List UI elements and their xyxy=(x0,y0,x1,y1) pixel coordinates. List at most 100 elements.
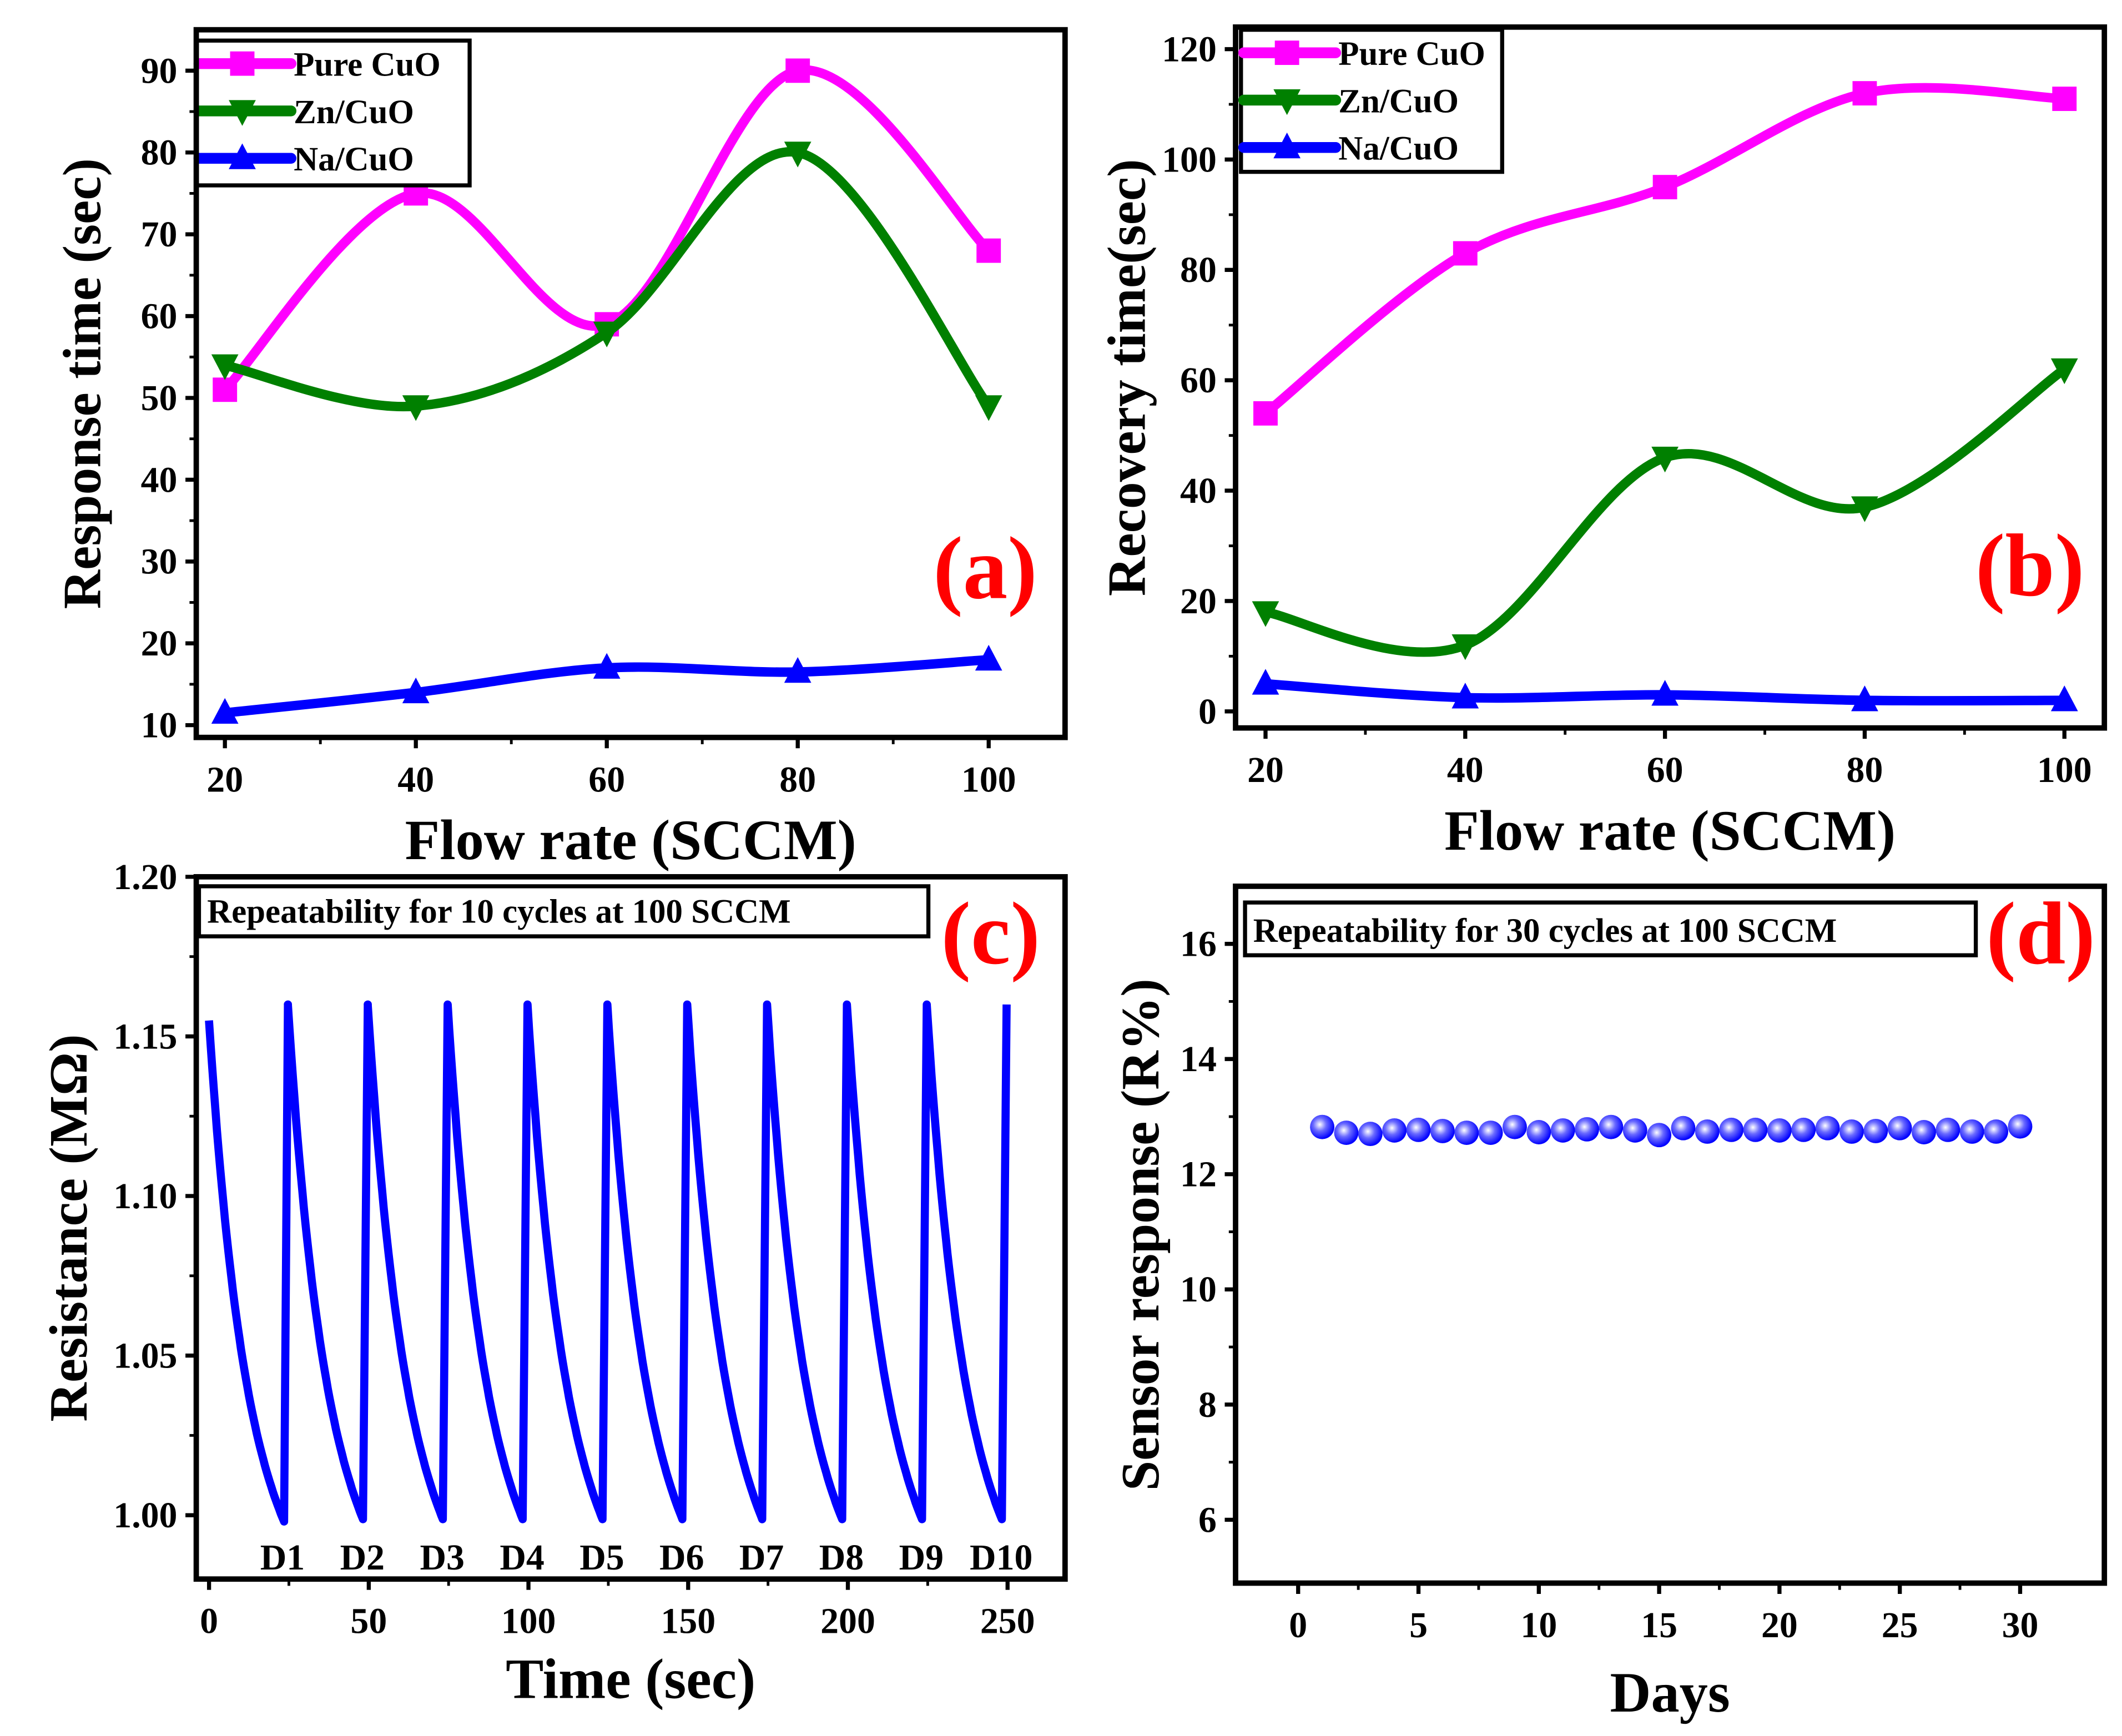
y-tick-label: 10 xyxy=(1180,1269,1217,1310)
series-zn-cuo xyxy=(1252,358,2078,660)
legend-label: Zn/CuO xyxy=(294,94,414,131)
panel-label: (a) xyxy=(933,519,1037,618)
y-tick-label: 80 xyxy=(1180,250,1217,290)
square-marker xyxy=(976,238,1001,263)
x-tick-label: 150 xyxy=(661,1601,715,1642)
triangle-down-marker xyxy=(229,100,256,126)
data-point xyxy=(1887,1116,1912,1140)
y-tick-label: 120 xyxy=(1162,29,1217,69)
series-sensor-response xyxy=(1310,1114,2033,1148)
data-point xyxy=(1959,1119,1984,1144)
x-tick-label: 40 xyxy=(397,759,434,800)
triangle-up-marker xyxy=(1451,683,1479,709)
data-point xyxy=(1526,1120,1551,1144)
x-tick-label: 100 xyxy=(2037,750,2092,790)
cycle-label: D7 xyxy=(739,1537,784,1578)
square-marker xyxy=(230,51,255,76)
triangle-down-marker xyxy=(1651,446,1679,473)
axes-frame xyxy=(1233,24,2108,731)
data-point xyxy=(1575,1117,1599,1142)
y-tick-label: 70 xyxy=(141,214,178,255)
y-tick-label: 40 xyxy=(1180,471,1217,511)
data-point xyxy=(1863,1118,1888,1143)
x-tick-label: 20 xyxy=(1247,750,1284,790)
data-point xyxy=(1358,1122,1383,1147)
data-point xyxy=(1719,1117,1744,1142)
series-na-cuo xyxy=(1252,669,2078,711)
data-point xyxy=(1935,1117,1960,1142)
triangle-down-marker xyxy=(1252,601,1279,627)
triangle-up-marker xyxy=(1851,685,1878,711)
data-point xyxy=(1839,1119,1864,1144)
annotation-box xyxy=(196,884,931,938)
data-point xyxy=(1406,1117,1431,1142)
x-tick-label: 40 xyxy=(1447,750,1484,790)
x-tick-label: 100 xyxy=(501,1601,556,1642)
triangle-up-marker xyxy=(402,677,430,704)
triangle-down-marker xyxy=(593,321,621,347)
square-marker xyxy=(1253,401,1278,426)
data-point xyxy=(1912,1120,1936,1144)
y-tick-label: 6 xyxy=(1198,1500,1217,1540)
annotation-box xyxy=(1243,900,1978,957)
square-marker xyxy=(1274,41,1299,65)
x-axis-title: Flow rate (SCCM) xyxy=(405,809,856,872)
legend: Pure CuO Zn/CuO Na/CuO xyxy=(1238,27,1504,174)
axes-frame xyxy=(193,27,1068,740)
y-tick-label: 50 xyxy=(141,378,178,418)
triangle-down-marker xyxy=(1273,89,1301,115)
annotation-text: Repeatability for 10 cycles at 100 SCCM xyxy=(207,894,791,931)
triangle-up-marker xyxy=(975,644,1002,671)
triangle-down-marker xyxy=(211,354,239,380)
series-pure-cuo xyxy=(1253,81,2077,426)
panel-label: (d) xyxy=(1986,884,2095,983)
square-marker xyxy=(1652,175,1677,200)
x-tick-label: 60 xyxy=(1647,750,1684,790)
series-na-cuo xyxy=(211,644,1002,724)
square-marker xyxy=(213,377,238,402)
x-tick-label: 80 xyxy=(779,759,816,800)
cycle-label: D1 xyxy=(260,1537,305,1578)
triangle-up-marker xyxy=(1252,669,1279,695)
panel-c-resistance-repeatability: 0 50 100 150 200 250 1.00 1.05 1.10 1.15 1.20 Time … xyxy=(39,857,1068,1711)
y-tick-label: 10 xyxy=(141,705,178,746)
data-point xyxy=(1791,1117,1816,1142)
triangle-down-marker xyxy=(975,395,1002,421)
y-tick-label: 16 xyxy=(1180,924,1217,965)
cycle-label: D4 xyxy=(500,1537,544,1578)
data-point xyxy=(1454,1121,1479,1145)
y-tick-label: 1.15 xyxy=(113,1016,177,1057)
series-resistance xyxy=(205,1000,1011,1526)
square-marker xyxy=(1852,81,1877,106)
y-axis-title: Resistance (MΩ) xyxy=(39,1034,99,1421)
y-axis-title: Recovery time(sec) xyxy=(1097,159,1157,596)
panel-b-recovery-time: 20 40 60 80 100 0 20 40 60 80 100 120 Flow rate (SCC… xyxy=(1097,24,2108,862)
y-tick-label: 100 xyxy=(1162,139,1217,180)
data-point xyxy=(1695,1119,1720,1144)
series-zn-cuo xyxy=(211,142,1002,421)
x-tick-label: 25 xyxy=(1882,1605,1918,1646)
square-marker xyxy=(1453,241,1478,266)
x-tick-label: 60 xyxy=(588,759,625,800)
y-tick-label: 1.00 xyxy=(113,1495,177,1536)
data-point xyxy=(1815,1116,1840,1140)
panel-label: (b) xyxy=(1975,516,2085,615)
y-tick-label: 60 xyxy=(1180,360,1217,401)
y-tick-label: 40 xyxy=(141,460,178,500)
x-tick-label: 15 xyxy=(1641,1605,1677,1646)
x-tick-label: 50 xyxy=(350,1601,387,1642)
axes-frame xyxy=(1233,884,2108,1586)
y-tick-label: 0 xyxy=(1198,692,1217,732)
y-tick-label: 8 xyxy=(1198,1385,1217,1425)
y-axis-title: Sensor response (R%) xyxy=(1111,978,1171,1491)
x-axis-title: Time (sec) xyxy=(506,1648,755,1711)
cycle-label: D3 xyxy=(420,1537,464,1578)
square-marker xyxy=(785,58,810,83)
data-point xyxy=(1478,1121,1503,1145)
cycle-label: D10 xyxy=(970,1537,1032,1578)
cycle-label: D8 xyxy=(819,1537,864,1578)
data-point xyxy=(1767,1118,1792,1143)
panel-d-sensor-response-stability: 0 5 10 15 20 25 30 6 8 10 12 14 16 Days Sensor respons… xyxy=(1111,884,2108,1724)
x-tick-label: 5 xyxy=(1409,1605,1428,1646)
